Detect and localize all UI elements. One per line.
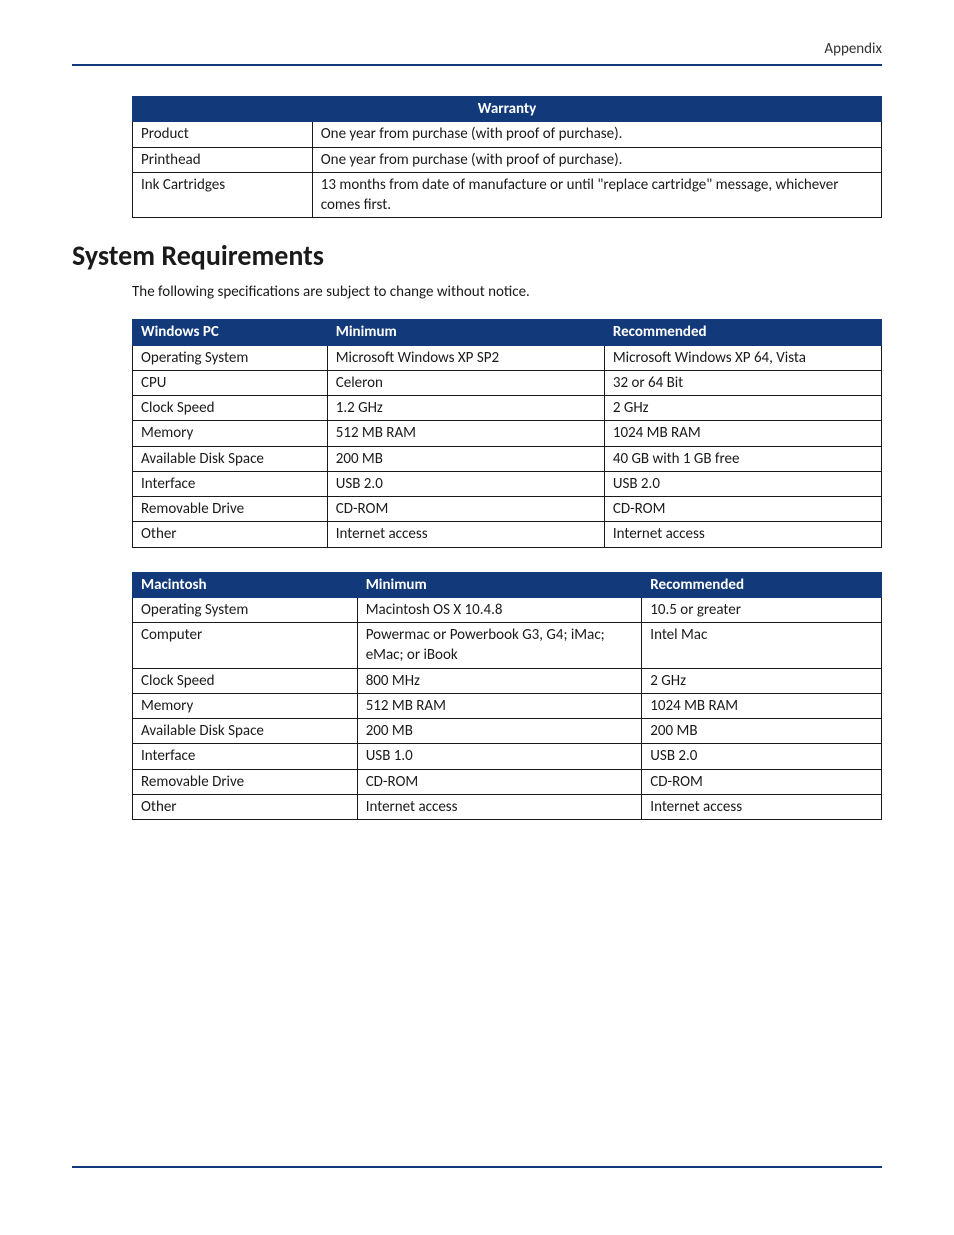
macTable-cell: Internet access — [642, 794, 882, 819]
table-row: InterfaceUSB 2.0USB 2.0 — [133, 471, 882, 496]
page-header-right: Appendix — [72, 40, 882, 64]
windows-header-0: Windows PC — [133, 320, 328, 345]
windowsTable-cell: 2 GHz — [604, 396, 881, 421]
macTable-cell: 10.5 or greater — [642, 597, 882, 622]
table-row: Removable DriveCD-ROMCD-ROM — [133, 497, 882, 522]
table-row: Memory512 MB RAM1024 MB RAM — [133, 421, 882, 446]
macTable-cell: 1024 MB RAM — [642, 693, 882, 718]
macTable-cell: 2 GHz — [642, 668, 882, 693]
warranty-row-value: One year from purchase (with proof of pu… — [312, 147, 881, 172]
macTable-cell: Operating System — [133, 597, 358, 622]
table-row: ProductOne year from purchase (with proo… — [133, 122, 882, 147]
windowsTable-cell: 1.2 GHz — [327, 396, 604, 421]
warranty-row-label: Printhead — [133, 147, 313, 172]
table-row: Clock Speed800 MHz2 GHz — [133, 668, 882, 693]
macTable-cell: USB 2.0 — [642, 744, 882, 769]
windowsTable-cell: Clock Speed — [133, 396, 328, 421]
macTable-cell: CD-ROM — [642, 769, 882, 794]
mac-header-1: Minimum — [357, 572, 642, 597]
table-row: Ink Cartridges13 months from date of man… — [133, 172, 882, 218]
warranty-row-value: 13 months from date of manufacture or un… — [312, 172, 881, 218]
windowsTable-cell: Microsoft Windows XP 64, Vista — [604, 345, 881, 370]
windowsTable-cell: Internet access — [327, 522, 604, 547]
macTable-cell: Available Disk Space — [133, 719, 358, 744]
windowsTable-cell: Microsoft Windows XP SP2 — [327, 345, 604, 370]
section-intro: The following specifications are subject… — [132, 283, 882, 301]
mac-header-0: Macintosh — [133, 572, 358, 597]
windowsTable-cell: Removable Drive — [133, 497, 328, 522]
warranty-header-row: Warranty — [133, 97, 882, 122]
macTable-cell: Memory — [133, 693, 358, 718]
mac-table: Macintosh Minimum Recommended Operating … — [132, 572, 882, 821]
windowsTable-cell: CD-ROM — [327, 497, 604, 522]
page: Appendix Warranty ProductOne year from p… — [0, 0, 954, 1235]
macTable-cell: Macintosh OS X 10.4.8 — [357, 597, 642, 622]
table-row: CPUCeleron32 or 64 Bit — [133, 370, 882, 395]
table-row: Available Disk Space200 MB40 GB with 1 G… — [133, 446, 882, 471]
windowsTable-cell: CPU — [133, 370, 328, 395]
windowsTable-cell: USB 2.0 — [327, 471, 604, 496]
warranty-row-label: Ink Cartridges — [133, 172, 313, 218]
macTable-cell: Computer — [133, 623, 358, 669]
macTable-cell: Other — [133, 794, 358, 819]
table-row: InterfaceUSB 1.0USB 2.0 — [133, 744, 882, 769]
windowsTable-cell: Internet access — [604, 522, 881, 547]
mac-header-2: Recommended — [642, 572, 882, 597]
macTable-cell: 512 MB RAM — [357, 693, 642, 718]
windows-table: Windows PC Minimum Recommended Operating… — [132, 319, 882, 547]
mac-header-row: Macintosh Minimum Recommended — [133, 572, 882, 597]
table-row: Memory512 MB RAM1024 MB RAM — [133, 693, 882, 718]
table-row: ComputerPowermac or Powerbook G3, G4; iM… — [133, 623, 882, 669]
windowsTable-cell: 200 MB — [327, 446, 604, 471]
windowsTable-cell: Interface — [133, 471, 328, 496]
macTable-cell: 200 MB — [357, 719, 642, 744]
windowsTable-cell: 1024 MB RAM — [604, 421, 881, 446]
macTable-cell: Internet access — [357, 794, 642, 819]
mac-tbody: Operating SystemMacintosh OS X 10.4.810.… — [133, 597, 882, 819]
windowsTable-cell: Available Disk Space — [133, 446, 328, 471]
macTable-cell: 200 MB — [642, 719, 882, 744]
warranty-table-wrap: Warranty ProductOne year from purchase (… — [132, 96, 882, 218]
macTable-cell: Removable Drive — [133, 769, 358, 794]
windowsTable-cell: 32 or 64 Bit — [604, 370, 881, 395]
macTable-cell: 800 MHz — [357, 668, 642, 693]
windowsTable-cell: 40 GB with 1 GB free — [604, 446, 881, 471]
header-rule — [72, 64, 882, 66]
windowsTable-cell: Memory — [133, 421, 328, 446]
footer-rule — [72, 1166, 882, 1168]
warranty-header-title: Warranty — [133, 97, 882, 122]
warranty-row-label: Product — [133, 122, 313, 147]
table-row: Available Disk Space200 MB200 MB — [133, 719, 882, 744]
windows-header-2: Recommended — [604, 320, 881, 345]
table-row: Operating SystemMicrosoft Windows XP SP2… — [133, 345, 882, 370]
macTable-cell: Clock Speed — [133, 668, 358, 693]
warranty-row-value: One year from purchase (with proof of pu… — [312, 122, 881, 147]
section-title: System Requirements — [72, 238, 882, 273]
table-row: OtherInternet accessInternet access — [133, 522, 882, 547]
table-row: PrintheadOne year from purchase (with pr… — [133, 147, 882, 172]
macTable-cell: Intel Mac — [642, 623, 882, 669]
windows-header-row: Windows PC Minimum Recommended — [133, 320, 882, 345]
table-row: Operating SystemMacintosh OS X 10.4.810.… — [133, 597, 882, 622]
table-row: Clock Speed1.2 GHz2 GHz — [133, 396, 882, 421]
macTable-cell: Powermac or Powerbook G3, G4; iMac; eMac… — [357, 623, 642, 669]
windowsTable-cell: Operating System — [133, 345, 328, 370]
intro-wrap: The following specifications are subject… — [132, 283, 882, 301]
table-row: Removable DriveCD-ROMCD-ROM — [133, 769, 882, 794]
windowsTable-cell: USB 2.0 — [604, 471, 881, 496]
macTable-cell: Interface — [133, 744, 358, 769]
warranty-tbody: ProductOne year from purchase (with proo… — [133, 122, 882, 218]
mac-table-wrap: Macintosh Minimum Recommended Operating … — [132, 572, 882, 821]
windows-tbody: Operating SystemMicrosoft Windows XP SP2… — [133, 345, 882, 547]
windowsTable-cell: CD-ROM — [604, 497, 881, 522]
windows-table-wrap: Windows PC Minimum Recommended Operating… — [132, 319, 882, 547]
macTable-cell: USB 1.0 — [357, 744, 642, 769]
macTable-cell: CD-ROM — [357, 769, 642, 794]
windowsTable-cell: Celeron — [327, 370, 604, 395]
windows-header-1: Minimum — [327, 320, 604, 345]
windowsTable-cell: 512 MB RAM — [327, 421, 604, 446]
windowsTable-cell: Other — [133, 522, 328, 547]
table-row: OtherInternet accessInternet access — [133, 794, 882, 819]
warranty-table: Warranty ProductOne year from purchase (… — [132, 96, 882, 218]
